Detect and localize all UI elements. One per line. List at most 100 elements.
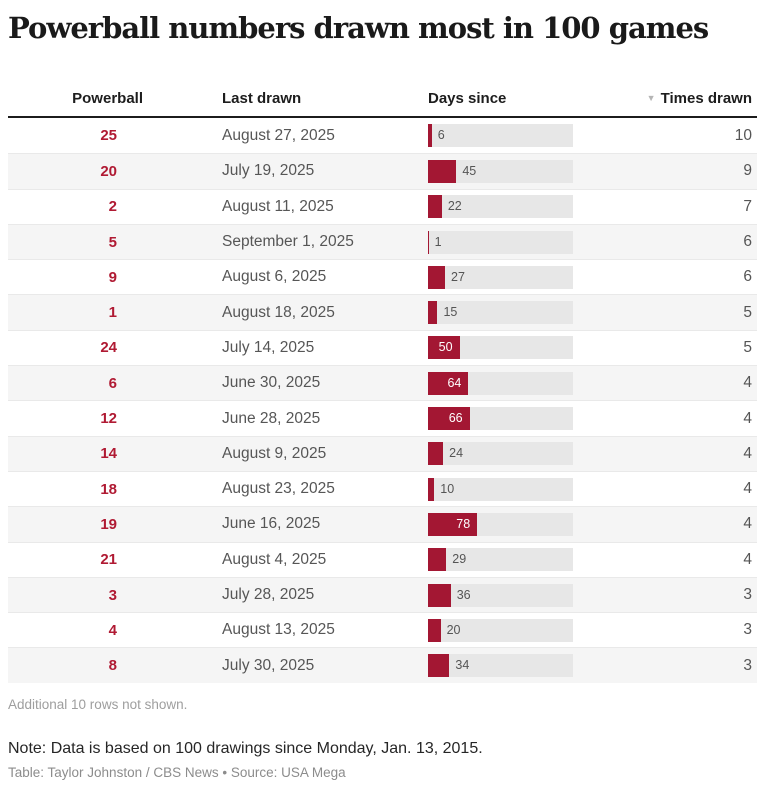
table-credit: Table: Taylor Johnston / CBS News • Sour…	[8, 764, 346, 780]
times-drawn-value: 6	[743, 268, 752, 286]
days-since-cell: 10	[428, 477, 573, 501]
last-drawn-date: August 13, 2025	[222, 621, 335, 639]
table-row: 12 June 28, 2025 66 4	[8, 400, 757, 436]
days-since-bar-track: 6	[428, 124, 573, 148]
last-drawn-date: July 19, 2025	[222, 162, 315, 180]
days-since-bar	[428, 618, 441, 642]
powerball-number: 9	[108, 268, 117, 286]
powerball-number: 8	[108, 657, 117, 675]
table-row: 24 July 14, 2025 50 5	[8, 329, 757, 366]
days-since-bar-track: 36	[428, 583, 573, 607]
powerball-number: 25	[100, 127, 117, 145]
days-since-value: 45	[462, 163, 477, 178]
last-drawn-date: August 18, 2025	[222, 303, 335, 321]
days-since-cell: 64	[428, 371, 573, 395]
column-header-powerball[interactable]: Powerball	[72, 90, 143, 107]
powerball-number: 4	[108, 621, 117, 639]
data-note: Note: Data is based on 100 drawings sinc…	[8, 739, 483, 757]
times-drawn-value: 4	[743, 374, 752, 392]
days-since-cell: 36	[428, 583, 573, 607]
last-drawn-date: August 23, 2025	[222, 480, 335, 498]
days-since-bar	[428, 407, 470, 431]
last-drawn-date: July 28, 2025	[222, 586, 315, 603]
days-since-value: 29	[452, 552, 467, 567]
days-since-bar	[428, 512, 478, 536]
table-row: 9 August 6, 2025 27 6	[8, 259, 757, 295]
powerball-number: 18	[100, 480, 117, 498]
table-row: 20 July 19, 2025 45 9	[8, 153, 757, 189]
days-since-bar-track: 78	[428, 512, 573, 536]
last-drawn-date: June 30, 2025	[222, 374, 321, 392]
days-since-bar-track: 22	[428, 195, 573, 219]
table-row: 4 August 13, 2025 20 3	[8, 612, 757, 648]
column-header-times-drawn-label: Times drawn	[660, 90, 752, 107]
table-row: 8 July 30, 2025 34 3	[8, 647, 757, 683]
days-since-cell: 78	[428, 512, 573, 536]
column-header-last-drawn[interactable]: Last drawn	[222, 90, 302, 107]
days-since-value: 36	[456, 587, 471, 602]
last-drawn-date: June 16, 2025	[222, 515, 321, 533]
days-since-value: 34	[455, 658, 470, 673]
table-body: 25 August 27, 2025 6 10 20 July 19, 2025…	[8, 118, 757, 683]
powerball-number: 19	[100, 515, 117, 533]
times-drawn-value: 4	[743, 515, 752, 533]
days-since-bar	[428, 265, 446, 289]
table-row: 14 August 9, 2025 24 4	[8, 435, 757, 471]
days-since-bar	[428, 548, 447, 572]
table-row: 18 August 23, 2025 10 4	[8, 470, 757, 507]
days-since-bar	[428, 477, 435, 501]
powerball-number: 3	[108, 586, 117, 604]
days-since-bar	[428, 195, 442, 219]
times-drawn-value: 4	[743, 550, 752, 568]
additional-rows-note: Additional 10 rows not shown.	[8, 696, 188, 712]
days-since-bar-track: 29	[428, 548, 573, 572]
powerball-number: 6	[108, 374, 117, 392]
last-drawn-date: August 4, 2025	[222, 550, 327, 568]
days-since-value: 24	[449, 446, 464, 461]
last-drawn-date: September 1, 2025	[222, 233, 354, 251]
days-since-bar	[428, 159, 457, 183]
times-drawn-value: 6	[743, 233, 752, 251]
last-drawn-date: June 28, 2025	[222, 409, 321, 427]
powerball-number: 21	[100, 551, 117, 569]
times-drawn-value: 5	[743, 338, 752, 356]
days-since-value: 64	[447, 375, 462, 390]
column-header-days-since[interactable]: Days since	[428, 90, 507, 107]
days-since-value: 66	[448, 411, 463, 426]
times-drawn-value: 10	[734, 126, 752, 144]
table-row: 2 August 11, 2025 22 7	[8, 188, 757, 224]
days-since-cell: 45	[428, 159, 573, 183]
last-drawn-date: August 11, 2025	[222, 197, 334, 215]
days-since-cell: 66	[428, 407, 573, 431]
days-since-cell: 15	[428, 301, 573, 325]
last-drawn-date: August 27, 2025	[222, 126, 335, 144]
times-drawn-value: 4	[743, 480, 752, 498]
powerball-number: 20	[100, 162, 117, 180]
days-since-cell: 29	[428, 548, 573, 572]
last-drawn-date: August 9, 2025	[222, 444, 327, 462]
days-since-cell: 34	[428, 654, 573, 678]
column-header-times-drawn[interactable]: ▼ Times drawn	[573, 90, 757, 107]
days-since-bar	[428, 124, 432, 148]
days-since-cell: 24	[428, 442, 573, 466]
table-row: 3 July 28, 2025 36 3	[8, 576, 757, 613]
days-since-value: 10	[440, 481, 455, 496]
days-since-bar-track: 34	[428, 654, 573, 678]
times-drawn-value: 9	[743, 162, 752, 180]
days-since-value: 15	[443, 305, 458, 320]
powerball-number: 5	[108, 233, 117, 251]
days-since-bar-track: 15	[428, 301, 573, 325]
last-drawn-date: July 14, 2025	[222, 338, 315, 356]
days-since-bar	[428, 301, 438, 325]
table-header-row: Powerball Last drawn Days since ▼ Times d…	[8, 90, 757, 118]
days-since-cell: 50	[428, 336, 573, 360]
days-since-bar	[428, 336, 460, 360]
times-drawn-value: 7	[743, 197, 752, 215]
days-since-bar-track: 20	[428, 618, 573, 642]
days-since-value: 1	[434, 234, 442, 249]
powerball-number: 12	[100, 410, 117, 428]
times-drawn-value: 3	[743, 621, 752, 639]
sort-descending-icon: ▼	[646, 93, 656, 103]
last-drawn-date: August 6, 2025	[222, 268, 327, 286]
times-drawn-value: 4	[743, 409, 752, 427]
